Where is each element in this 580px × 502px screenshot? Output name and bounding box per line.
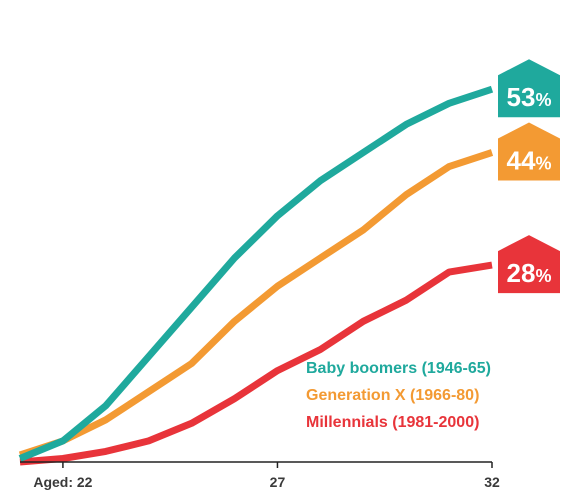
badge-unit: % xyxy=(535,266,551,286)
end-value-badges: 53%44%28% xyxy=(498,59,560,294)
badge-number: 44 xyxy=(507,146,536,176)
series-lines xyxy=(18,85,494,466)
badge-value: 53% xyxy=(507,82,552,112)
badge-shape xyxy=(498,235,560,294)
badge-boomers: 53% xyxy=(498,59,560,118)
badge-shape xyxy=(498,122,560,181)
legend-entry-boomers: Baby boomers (1946-65) xyxy=(306,360,491,377)
badge-number: 28 xyxy=(507,258,536,288)
legend-entry-millennials: Millennials (1981-2000) xyxy=(306,414,479,431)
legend: Baby boomers (1946-65) Generation X (1966… xyxy=(306,360,491,431)
series-line-boomers xyxy=(18,85,494,462)
badge-unit: % xyxy=(535,90,551,110)
badge-value: 44% xyxy=(507,146,552,176)
badge-shape xyxy=(498,59,560,118)
series-line-millennials xyxy=(19,261,493,466)
badge-genx: 44% xyxy=(498,122,560,181)
badge-value: 28% xyxy=(507,258,552,288)
badge-unit: % xyxy=(535,154,551,174)
x-tick-label: Aged: 22 xyxy=(33,474,92,490)
x-tick-label: 32 xyxy=(484,474,500,490)
badge-number: 53 xyxy=(507,82,536,112)
badge-millennials: 28% xyxy=(498,235,560,294)
legend-entry-genx: Generation X (1966-80) xyxy=(306,387,479,404)
x-axis-ticks: Aged: 22 27 32 xyxy=(33,462,500,490)
series-line-genx xyxy=(18,149,494,459)
x-tick-label: 27 xyxy=(270,474,286,490)
